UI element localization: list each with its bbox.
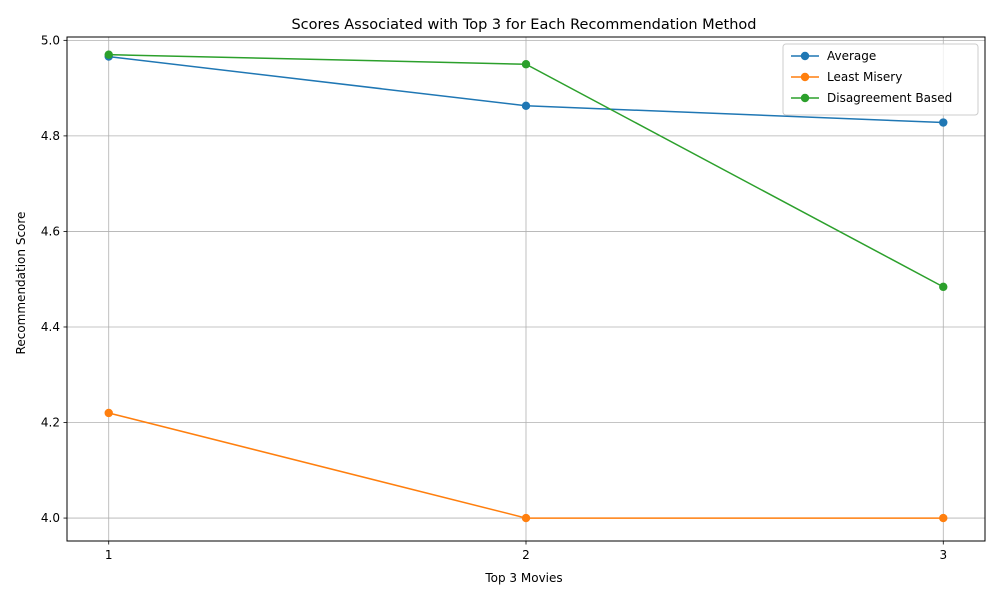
data-point-least-misery	[939, 513, 948, 523]
y-axis-label: Recommendation Score	[14, 212, 28, 355]
legend-marker	[800, 93, 810, 103]
y-tick-label: 4.0	[41, 511, 60, 525]
y-tick-label: 4.8	[41, 129, 60, 143]
x-tick-label: 2	[522, 548, 530, 562]
legend-marker	[800, 51, 810, 61]
data-point-disagreement-based	[104, 50, 113, 59]
legend-marker	[800, 72, 810, 82]
legend-label: Least Misery	[827, 70, 902, 84]
x-tick-label: 3	[939, 548, 947, 562]
series-lines	[104, 50, 948, 523]
y-tick-label: 4.4	[41, 320, 60, 334]
data-point-average	[521, 101, 531, 110]
y-tick-label: 4.6	[41, 224, 60, 238]
chart-title: Scores Associated with Top 3 for Each Re…	[291, 17, 756, 33]
data-point-disagreement-based	[521, 60, 531, 69]
x-axis-label: Top 3 Movies	[484, 571, 562, 585]
legend-label: Average	[827, 49, 876, 63]
data-point-least-misery	[104, 408, 113, 418]
data-point-average	[939, 118, 948, 127]
data-point-least-misery	[521, 513, 531, 523]
y-tick-label: 5.0	[41, 33, 60, 47]
axis-ticks: 1 2 3 4.0 4.2 4.4 4.6 4.8 5.0	[41, 33, 947, 562]
legend: Average Least Misery Disagreement Based	[782, 43, 979, 116]
legend-label: Disagreement Based	[827, 91, 952, 105]
data-point-disagreement-based	[939, 282, 948, 292]
y-tick-label: 4.2	[41, 416, 60, 430]
legend-box	[782, 43, 979, 116]
x-tick-label: 1	[105, 548, 113, 562]
